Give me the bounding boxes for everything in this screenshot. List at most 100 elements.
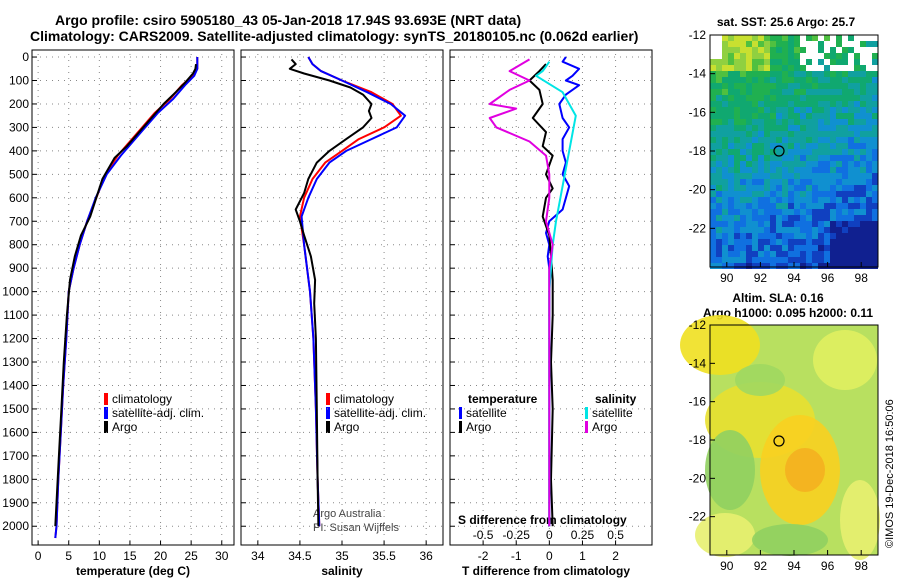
sst-cell [782,167,788,173]
sst-cell [818,137,824,143]
sst-cell [782,161,788,167]
sst-cell [800,71,806,77]
sst-cell [872,59,878,65]
sst-cell [734,65,740,71]
sst-cell [776,221,782,227]
x-tick-label: 25 [184,549,198,563]
sst-cell [848,209,854,215]
sst-cell [794,263,800,269]
sst-cell [764,65,770,71]
sst-cell [794,221,800,227]
sst-cell [854,245,860,251]
sst-cell [788,125,794,131]
sst-cell [734,143,740,149]
sst-cell [818,47,824,53]
sst-cell [764,167,770,173]
sst-cell [848,239,854,245]
sst-cell [752,167,758,173]
sst-cell [782,149,788,155]
sst-cell [752,83,758,89]
sst-cell [794,137,800,143]
sst-cell [806,47,812,53]
sst-cell [770,101,776,107]
sst-cell [710,65,716,71]
sst-cell [830,71,836,77]
sst-cell [812,251,818,257]
legend-label-argo: Argo [334,420,360,434]
sst-cell [794,209,800,215]
sst-cell [794,227,800,233]
sst-cell [788,71,794,77]
sst-cell [806,131,812,137]
sst-cell [866,197,872,203]
sst-cell [782,215,788,221]
sst-cell [788,113,794,119]
sst-cell [860,95,866,101]
sst-cell [848,263,854,269]
sst-cell [728,53,734,59]
sst-cell [854,251,860,257]
x-tick-label: 10 [93,549,107,563]
s-tick-label: 0 [546,528,553,542]
sst-cell [842,107,848,113]
depth-tick-label: 0 [22,50,29,64]
sst-cell [836,215,842,221]
sst-cell [740,41,746,47]
sst-cell [812,53,818,59]
sst-cell [794,125,800,131]
sst-cell [740,137,746,143]
sst-cell [812,47,818,53]
sst-cell [872,47,878,53]
sst-cell [806,83,812,89]
sst-cell [812,95,818,101]
sst-cell [836,185,842,191]
sst-cell [710,143,716,149]
sst-cell [836,71,842,77]
sst-cell [770,119,776,125]
depth-tick-label: 1100 [3,308,29,322]
sst-cell [716,191,722,197]
sst-cell [860,239,866,245]
sst-cell [860,35,866,41]
sst-cell [824,77,830,83]
sst-cell [728,41,734,47]
sst-map: sat. SST: 25.6 Argo: 25.7 90 92 94 96 98 -12 -… [689,15,879,285]
sst-cell [800,137,806,143]
sst-cell [776,203,782,209]
sst-cell [842,101,848,107]
sst-cell [716,209,722,215]
sst-cell [794,197,800,203]
map-y-tick-label: -12 [689,318,707,332]
sst-cell [854,83,860,89]
sst-cell [872,155,878,161]
sst-cell [710,197,716,203]
sst-cell [734,227,740,233]
sst-cell [824,221,830,227]
sst-cell [740,263,746,269]
sst-cell [848,47,854,53]
sst-cell [812,35,818,41]
series-line-argo [288,58,373,527]
sst-cell [842,191,848,197]
sst-cell [728,83,734,89]
sst-cell [734,191,740,197]
sst-cell [752,257,758,263]
sst-cell [770,71,776,77]
sst-cell [866,53,872,59]
sst-cell [782,47,788,53]
sst-cell [770,53,776,59]
sst-cell [830,239,836,245]
sst-cell [836,227,842,233]
sst-cell [860,71,866,77]
sst-cell [830,149,836,155]
sst-cell [842,197,848,203]
sst-cell [872,83,878,89]
sla-map-title-line1: Altim. SLA: 0.16 [732,291,824,305]
sst-cell [716,197,722,203]
sst-cell [782,191,788,197]
sst-cell [782,155,788,161]
sst-cell [728,143,734,149]
series-line-t-satellite [545,56,581,527]
sst-cell [806,113,812,119]
